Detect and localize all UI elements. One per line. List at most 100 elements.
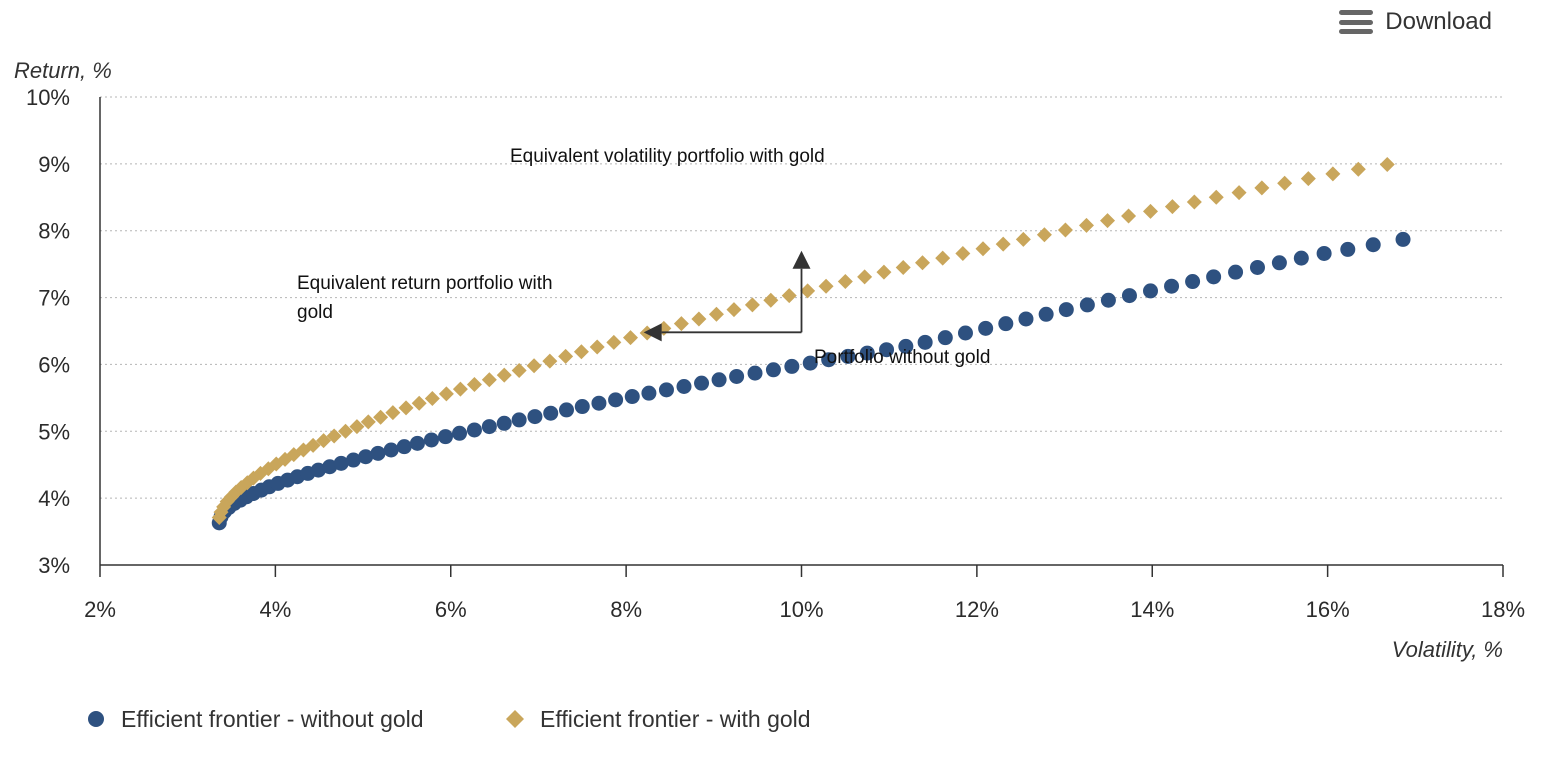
data-point-with-gold[interactable] xyxy=(1057,222,1073,238)
data-point-with-gold[interactable] xyxy=(1277,175,1293,191)
data-point-without-gold[interactable] xyxy=(1340,241,1356,257)
data-point-with-gold[interactable] xyxy=(589,339,605,355)
data-point-with-gold[interactable] xyxy=(623,330,639,346)
data-point-without-gold[interactable] xyxy=(1293,250,1309,266)
data-point-with-gold[interactable] xyxy=(558,348,574,364)
data-point-with-gold[interactable] xyxy=(526,358,542,374)
data-point-without-gold[interactable] xyxy=(1142,283,1158,299)
data-point-without-gold[interactable] xyxy=(879,342,895,358)
data-point-with-gold[interactable] xyxy=(955,245,971,261)
data-point-with-gold[interactable] xyxy=(915,255,931,271)
data-point-without-gold[interactable] xyxy=(1271,255,1287,271)
data-point-with-gold[interactable] xyxy=(995,236,1011,252)
data-point-with-gold[interactable] xyxy=(398,400,414,416)
data-point-without-gold[interactable] xyxy=(481,419,497,435)
data-point-without-gold[interactable] xyxy=(558,402,574,418)
data-point-with-gold[interactable] xyxy=(373,409,389,425)
data-point-without-gold[interactable] xyxy=(1079,297,1095,313)
data-point-with-gold[interactable] xyxy=(691,311,707,327)
data-point-with-gold[interactable] xyxy=(606,334,622,350)
data-point-without-gold[interactable] xyxy=(898,338,914,354)
data-point-with-gold[interactable] xyxy=(438,386,454,402)
data-point-without-gold[interactable] xyxy=(957,325,973,341)
data-point-without-gold[interactable] xyxy=(1100,292,1116,308)
data-point-with-gold[interactable] xyxy=(1300,171,1316,187)
data-point-with-gold[interactable] xyxy=(818,278,834,294)
data-point-without-gold[interactable] xyxy=(543,405,559,421)
data-point-with-gold[interactable] xyxy=(481,372,497,388)
data-point-without-gold[interactable] xyxy=(998,316,1014,332)
data-point-with-gold[interactable] xyxy=(411,395,427,411)
data-point-without-gold[interactable] xyxy=(409,435,425,451)
data-point-without-gold[interactable] xyxy=(624,389,640,405)
data-point-without-gold[interactable] xyxy=(466,422,482,438)
download-button[interactable]: Download xyxy=(1339,8,1492,36)
data-point-without-gold[interactable] xyxy=(370,445,386,461)
data-point-with-gold[interactable] xyxy=(1231,185,1247,201)
data-point-with-gold[interactable] xyxy=(781,288,797,304)
data-point-with-gold[interactable] xyxy=(573,344,589,360)
data-point-without-gold[interactable] xyxy=(1365,237,1381,253)
data-point-with-gold[interactable] xyxy=(744,297,760,313)
data-point-with-gold[interactable] xyxy=(673,316,689,332)
data-point-without-gold[interactable] xyxy=(511,412,527,428)
data-point-with-gold[interactable] xyxy=(1142,203,1158,219)
data-point-without-gold[interactable] xyxy=(1316,245,1332,261)
data-point-with-gold[interactable] xyxy=(837,274,853,290)
data-point-without-gold[interactable] xyxy=(310,462,326,478)
data-point-without-gold[interactable] xyxy=(452,425,468,441)
data-point-without-gold[interactable] xyxy=(784,358,800,374)
data-point-with-gold[interactable] xyxy=(800,283,816,299)
legend-item-with-gold[interactable]: Efficient frontier - with gold xyxy=(506,706,811,732)
data-point-without-gold[interactable] xyxy=(1185,274,1201,290)
data-point-with-gold[interactable] xyxy=(305,437,321,453)
data-point-without-gold[interactable] xyxy=(1206,269,1222,285)
data-point-without-gold[interactable] xyxy=(711,372,727,388)
data-point-with-gold[interactable] xyxy=(1350,161,1366,177)
data-point-without-gold[interactable] xyxy=(496,415,512,431)
data-point-with-gold[interactable] xyxy=(876,264,892,280)
data-point-without-gold[interactable] xyxy=(1395,231,1411,247)
data-point-without-gold[interactable] xyxy=(676,378,692,394)
data-point-with-gold[interactable] xyxy=(708,306,724,322)
legend-item-without-gold[interactable]: Efficient frontier - without gold xyxy=(88,706,424,732)
data-point-without-gold[interactable] xyxy=(802,355,818,371)
data-point-with-gold[interactable] xyxy=(1078,217,1094,233)
data-point-without-gold[interactable] xyxy=(840,348,856,364)
data-point-without-gold[interactable] xyxy=(641,385,657,401)
data-point-with-gold[interactable] xyxy=(338,423,354,439)
data-point-with-gold[interactable] xyxy=(452,381,468,397)
data-point-with-gold[interactable] xyxy=(975,241,991,257)
data-point-without-gold[interactable] xyxy=(1018,311,1034,327)
data-point-without-gold[interactable] xyxy=(423,432,439,448)
data-point-with-gold[interactable] xyxy=(326,428,342,444)
data-point-with-gold[interactable] xyxy=(349,419,365,435)
data-point-without-gold[interactable] xyxy=(1164,278,1180,294)
data-point-with-gold[interactable] xyxy=(466,376,482,392)
data-point-without-gold[interactable] xyxy=(729,368,745,384)
data-point-with-gold[interactable] xyxy=(385,405,401,421)
data-point-with-gold[interactable] xyxy=(424,391,440,407)
data-point-with-gold[interactable] xyxy=(360,414,376,430)
data-point-with-gold[interactable] xyxy=(857,269,873,285)
data-point-without-gold[interactable] xyxy=(574,399,590,415)
data-point-with-gold[interactable] xyxy=(1036,227,1052,243)
data-point-without-gold[interactable] xyxy=(608,392,624,408)
data-point-without-gold[interactable] xyxy=(978,320,994,336)
data-point-with-gold[interactable] xyxy=(1121,208,1137,224)
data-point-without-gold[interactable] xyxy=(1058,302,1074,318)
data-point-without-gold[interactable] xyxy=(821,352,837,368)
data-point-without-gold[interactable] xyxy=(345,452,361,468)
data-point-without-gold[interactable] xyxy=(917,334,933,350)
data-point-with-gold[interactable] xyxy=(1325,166,1341,182)
data-point-with-gold[interactable] xyxy=(316,433,332,449)
data-point-with-gold[interactable] xyxy=(1254,180,1270,196)
data-point-without-gold[interactable] xyxy=(591,395,607,411)
data-point-without-gold[interactable] xyxy=(437,429,453,445)
data-point-without-gold[interactable] xyxy=(358,449,374,465)
data-point-with-gold[interactable] xyxy=(726,302,742,318)
data-point-without-gold[interactable] xyxy=(1038,306,1054,322)
data-point-with-gold[interactable] xyxy=(935,250,951,266)
data-point-with-gold[interactable] xyxy=(542,353,558,369)
data-point-without-gold[interactable] xyxy=(765,362,781,378)
